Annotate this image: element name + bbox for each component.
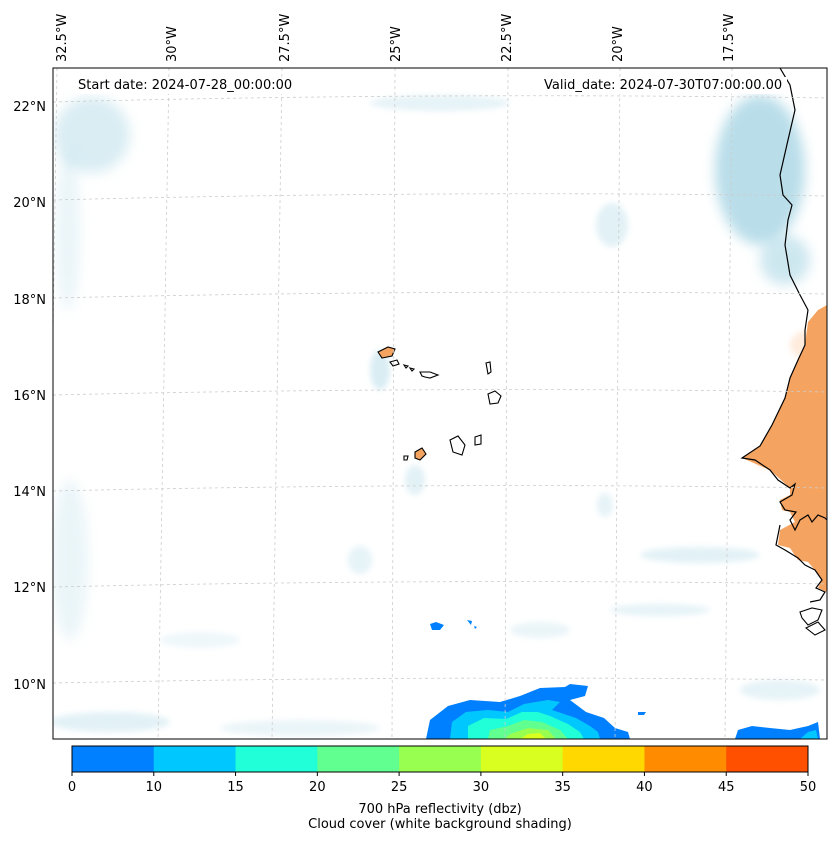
lon-label: 25°W (389, 26, 404, 62)
colorbar-segment (726, 746, 809, 772)
colorbar-tick-label: 0 (68, 780, 76, 795)
colorbar-segment (153, 746, 237, 772)
colorbar-tick-label: 10 (146, 780, 163, 795)
lat-label: 20°N (13, 196, 46, 211)
colorbar: 0 10 15 20 25 30 35 40 45 50 (68, 745, 817, 795)
colorbar-tick-label: 45 (718, 780, 735, 795)
latitude-labels: 22°N 20°N 18°N 16°N 14°N 12°N 10°N (13, 100, 46, 693)
lon-label: 22.5°W (500, 14, 515, 62)
colorbar-segment (480, 746, 564, 772)
lat-label: 14°N (13, 485, 46, 500)
lon-label: 17.5°W (722, 14, 737, 62)
colorbar-segment (562, 746, 645, 772)
colorbar-tick-label: 20 (309, 780, 326, 795)
lat-label: 16°N (13, 389, 46, 404)
lon-label: 32.5°W (55, 14, 70, 62)
colorbar-title-line2: Cloud cover (white background shading) (308, 817, 572, 832)
land-africa (740, 68, 827, 636)
longitude-labels: 32.5°W 30°W 27.5°W 25°W 22.5°W 20°W 17.5… (55, 14, 737, 62)
colorbar-tick-label: 30 (473, 780, 490, 795)
lon-label: 27.5°W (278, 14, 293, 62)
lat-label: 18°N (13, 293, 46, 308)
start-date-label: Start date: 2024-07-28_00:00:00 (73, 77, 298, 94)
lat-label: 22°N (13, 100, 46, 115)
colorbar-segment (235, 746, 318, 772)
lat-label: 10°N (13, 678, 46, 693)
colorbar-segment (317, 746, 400, 772)
colorbar-tick-label: 15 (227, 780, 244, 795)
colorbar-segment (644, 746, 727, 772)
reflectivity-field (426, 620, 820, 739)
graticule (53, 68, 827, 739)
colorbar-tick-label: 40 (636, 780, 653, 795)
colorbar-tick-label: 25 (391, 780, 408, 795)
lon-label: 20°W (611, 26, 626, 62)
map-border (52, 67, 828, 740)
cape-verde-islands (377, 346, 502, 461)
colorbar-border (71, 745, 809, 773)
lon-label: 30°W (165, 26, 180, 62)
colorbar-segment (72, 746, 155, 772)
colorbar-tick-label: 50 (800, 780, 817, 795)
colorbar-title: 700 hPa reflectivity (dbz) Cloud cover (… (0, 802, 837, 832)
colorbar-segment (399, 746, 482, 772)
colorbar-title-line1: 700 hPa reflectivity (dbz) (358, 802, 522, 817)
valid-date-label: Valid_date: 2024-07-30T07:00:00.00 (539, 77, 788, 94)
lat-label: 12°N (13, 581, 46, 596)
colorbar-tick-label: 35 (554, 780, 571, 795)
